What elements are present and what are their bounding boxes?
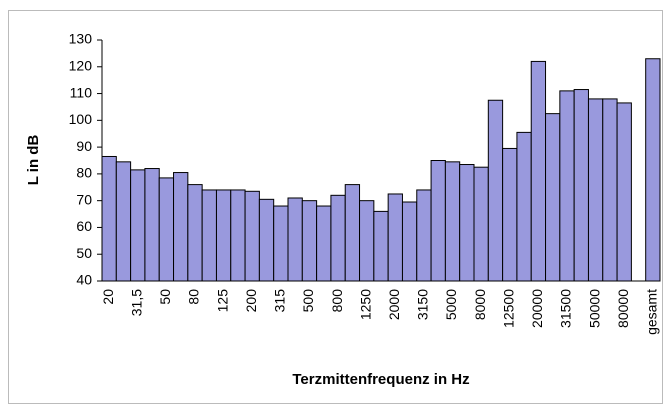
bar xyxy=(215,189,232,282)
bar xyxy=(316,205,332,282)
y-tick-label: 60 xyxy=(76,218,92,234)
bar xyxy=(602,98,618,282)
bar xyxy=(401,201,418,282)
x-tick-label: gesamt xyxy=(644,289,660,335)
y-tick-label: 110 xyxy=(70,84,93,100)
x-tick-label: 12500 xyxy=(500,289,516,328)
x-tick-label: 5000 xyxy=(443,289,459,320)
bar xyxy=(330,194,346,282)
bar xyxy=(244,190,260,282)
x-tick-label: 20000 xyxy=(529,289,545,328)
bar xyxy=(115,161,132,282)
bar xyxy=(545,113,561,282)
x-tick-label: 1250 xyxy=(357,289,373,320)
x-tick-label: 50 xyxy=(157,289,173,305)
y-tick-label: 50 xyxy=(76,245,92,261)
bar xyxy=(301,200,318,282)
y-tick-label: 80 xyxy=(76,165,92,181)
x-tick-label: 3150 xyxy=(415,289,431,320)
bar xyxy=(573,89,589,282)
bar xyxy=(187,184,203,282)
bar xyxy=(373,210,389,282)
bar xyxy=(158,177,175,282)
bar xyxy=(416,189,432,282)
bar xyxy=(559,90,575,282)
bar xyxy=(516,131,532,282)
bar xyxy=(130,169,146,282)
x-tick-label: 800 xyxy=(329,289,345,313)
bar xyxy=(430,160,446,282)
bar xyxy=(230,189,246,282)
bar xyxy=(487,99,504,282)
bar xyxy=(645,58,661,282)
y-tick-label: 70 xyxy=(76,191,92,207)
bar xyxy=(101,155,117,282)
bar xyxy=(616,102,632,282)
bar xyxy=(359,200,375,282)
x-tick-label: 31,5 xyxy=(128,289,144,316)
bar xyxy=(473,166,489,282)
y-tick-label: 100 xyxy=(69,111,93,127)
bar xyxy=(344,184,361,282)
x-axis-title: Terzmittenfrequenz in Hz xyxy=(292,371,469,388)
x-tick-label: 200 xyxy=(243,289,259,313)
x-tick-label: 8000 xyxy=(472,289,488,320)
bar xyxy=(287,197,303,282)
bar xyxy=(459,164,475,282)
x-tick-label: 31500 xyxy=(558,289,574,328)
y-tick-label: 40 xyxy=(76,272,92,288)
y-tick-label: 120 xyxy=(69,57,93,73)
y-axis-title: L in dB xyxy=(25,135,42,186)
bar xyxy=(587,98,604,282)
x-tick-label: 50000 xyxy=(586,289,602,328)
bar xyxy=(273,205,289,282)
bar xyxy=(387,193,403,282)
x-tick-label: 125 xyxy=(214,289,230,313)
x-tick-label: 80000 xyxy=(615,289,631,328)
x-tick-label: 500 xyxy=(300,289,316,313)
y-tick-label: 130 xyxy=(69,31,93,47)
bar xyxy=(502,147,518,282)
bar xyxy=(173,172,189,282)
bar xyxy=(201,189,217,282)
x-tick-label: 315 xyxy=(272,289,288,313)
x-tick-label: 80 xyxy=(186,289,202,305)
bar xyxy=(144,168,160,282)
x-tick-label: 2000 xyxy=(386,289,402,320)
bar xyxy=(530,60,547,282)
bar xyxy=(258,198,275,282)
bar xyxy=(444,161,461,282)
y-tick-label: 90 xyxy=(76,138,92,154)
x-tick-label: 20 xyxy=(100,289,116,305)
